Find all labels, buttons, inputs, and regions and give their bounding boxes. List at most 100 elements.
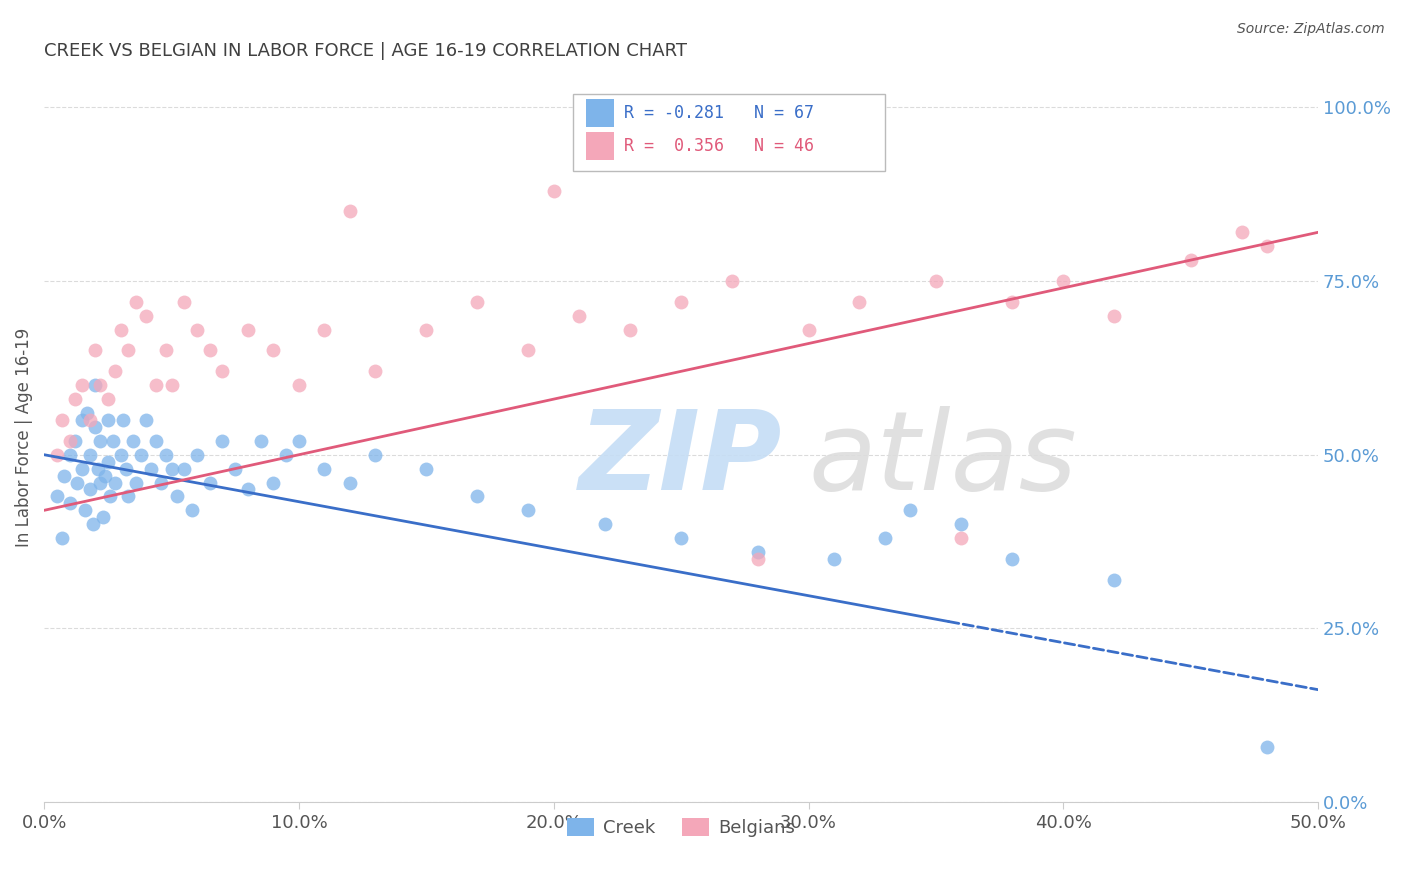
- Point: [166, 490, 188, 504]
- Point: [873, 531, 896, 545]
- Point: [198, 475, 221, 490]
- Point: [1052, 274, 1074, 288]
- Point: [63, 434, 86, 448]
- Point: [97, 413, 120, 427]
- Point: [110, 323, 132, 337]
- Point: [186, 448, 208, 462]
- Point: [72, 378, 94, 392]
- Point: [224, 461, 246, 475]
- Point: [72, 413, 94, 427]
- Point: [747, 552, 769, 566]
- Point: [98, 490, 121, 504]
- Legend: Creek, Belgians: Creek, Belgians: [560, 811, 803, 845]
- Point: [76, 406, 98, 420]
- Point: [155, 343, 177, 358]
- Point: [465, 490, 488, 504]
- Point: [415, 323, 437, 337]
- Point: [314, 323, 336, 337]
- Point: [1104, 309, 1126, 323]
- Point: [97, 455, 120, 469]
- Point: [160, 461, 183, 475]
- Point: [125, 475, 148, 490]
- Point: [517, 343, 540, 358]
- Point: [155, 448, 177, 462]
- Point: [66, 475, 89, 490]
- Point: [45, 448, 67, 462]
- Point: [950, 531, 973, 545]
- Point: [94, 468, 117, 483]
- Point: [51, 531, 73, 545]
- Point: [84, 343, 107, 358]
- Point: [117, 343, 139, 358]
- Point: [135, 309, 157, 323]
- Point: [1001, 552, 1024, 566]
- Point: [314, 461, 336, 475]
- Point: [364, 364, 387, 378]
- Point: [1256, 739, 1278, 754]
- FancyBboxPatch shape: [585, 132, 613, 160]
- Point: [51, 413, 73, 427]
- Point: [117, 490, 139, 504]
- Point: [276, 448, 298, 462]
- Text: R = -0.281   N = 67: R = -0.281 N = 67: [624, 104, 814, 122]
- Point: [415, 461, 437, 475]
- Point: [186, 323, 208, 337]
- Point: [53, 468, 76, 483]
- Point: [114, 461, 136, 475]
- Point: [145, 434, 167, 448]
- Point: [91, 510, 114, 524]
- Point: [139, 461, 162, 475]
- Text: CREEK VS BELGIAN IN LABOR FORCE | AGE 16-19 CORRELATION CHART: CREEK VS BELGIAN IN LABOR FORCE | AGE 16…: [44, 42, 688, 60]
- Point: [543, 184, 565, 198]
- Point: [823, 552, 845, 566]
- Point: [1104, 573, 1126, 587]
- FancyBboxPatch shape: [585, 99, 613, 128]
- Point: [262, 475, 284, 490]
- Text: R =  0.356   N = 46: R = 0.356 N = 46: [624, 137, 814, 155]
- Point: [112, 413, 135, 427]
- Point: [58, 496, 80, 510]
- Point: [173, 294, 195, 309]
- Y-axis label: In Labor Force | Age 16-19: In Labor Force | Age 16-19: [15, 327, 32, 547]
- Point: [568, 309, 591, 323]
- Point: [160, 378, 183, 392]
- Point: [339, 204, 361, 219]
- Point: [58, 448, 80, 462]
- Point: [84, 378, 107, 392]
- Point: [211, 434, 233, 448]
- Point: [249, 434, 271, 448]
- Point: [89, 378, 111, 392]
- Point: [104, 475, 127, 490]
- Point: [72, 461, 94, 475]
- Point: [1230, 225, 1253, 239]
- Point: [73, 503, 96, 517]
- Point: [339, 475, 361, 490]
- Point: [1001, 294, 1024, 309]
- Point: [236, 483, 259, 497]
- Point: [669, 531, 692, 545]
- Point: [58, 434, 80, 448]
- Point: [173, 461, 195, 475]
- Point: [125, 294, 148, 309]
- Point: [211, 364, 233, 378]
- Point: [1256, 239, 1278, 253]
- Point: [129, 448, 152, 462]
- Point: [797, 323, 820, 337]
- Point: [925, 274, 948, 288]
- Point: [79, 483, 101, 497]
- Point: [180, 503, 202, 517]
- FancyBboxPatch shape: [572, 95, 884, 171]
- Point: [110, 448, 132, 462]
- Point: [63, 392, 86, 406]
- Point: [104, 364, 127, 378]
- Point: [86, 461, 108, 475]
- Point: [145, 378, 167, 392]
- Text: Source: ZipAtlas.com: Source: ZipAtlas.com: [1237, 22, 1385, 37]
- Point: [122, 434, 145, 448]
- Point: [79, 413, 101, 427]
- Point: [82, 517, 104, 532]
- Point: [364, 448, 387, 462]
- Point: [950, 517, 973, 532]
- Point: [89, 475, 111, 490]
- Point: [79, 448, 101, 462]
